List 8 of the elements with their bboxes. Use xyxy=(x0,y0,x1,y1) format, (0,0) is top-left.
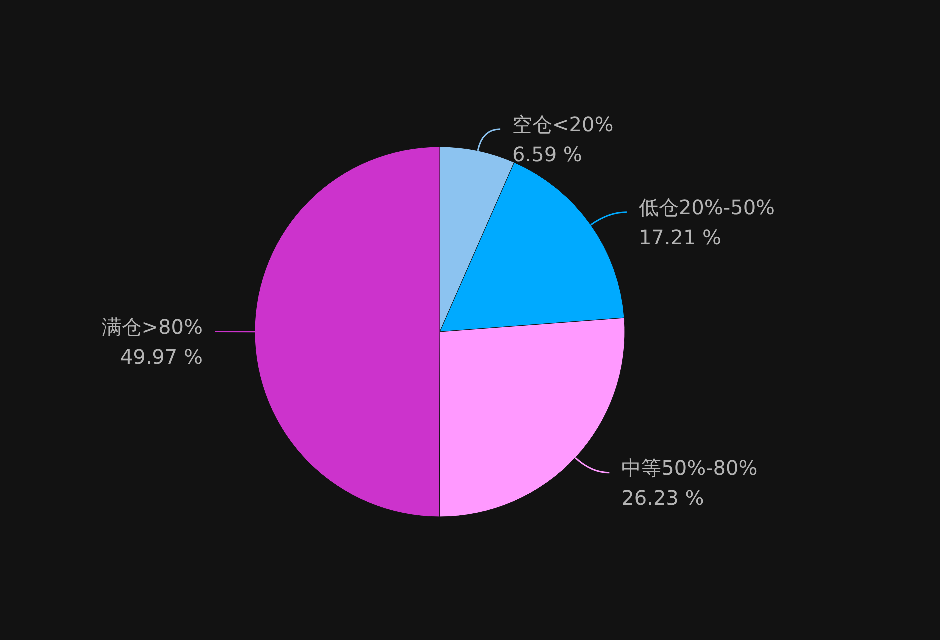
slice-label: 空仓<20% xyxy=(512,112,614,136)
data-label: 26.23 % xyxy=(622,486,704,510)
slice-label: 满仓>80% xyxy=(102,314,203,339)
data-label: 6.59 % xyxy=(512,142,582,166)
slice-label: 中等50%-80% xyxy=(622,456,758,480)
data-label: 17.21 % xyxy=(638,225,722,250)
data-label: 49.97 % xyxy=(120,344,203,369)
slice-label: 低仓20%-50% xyxy=(638,195,776,220)
